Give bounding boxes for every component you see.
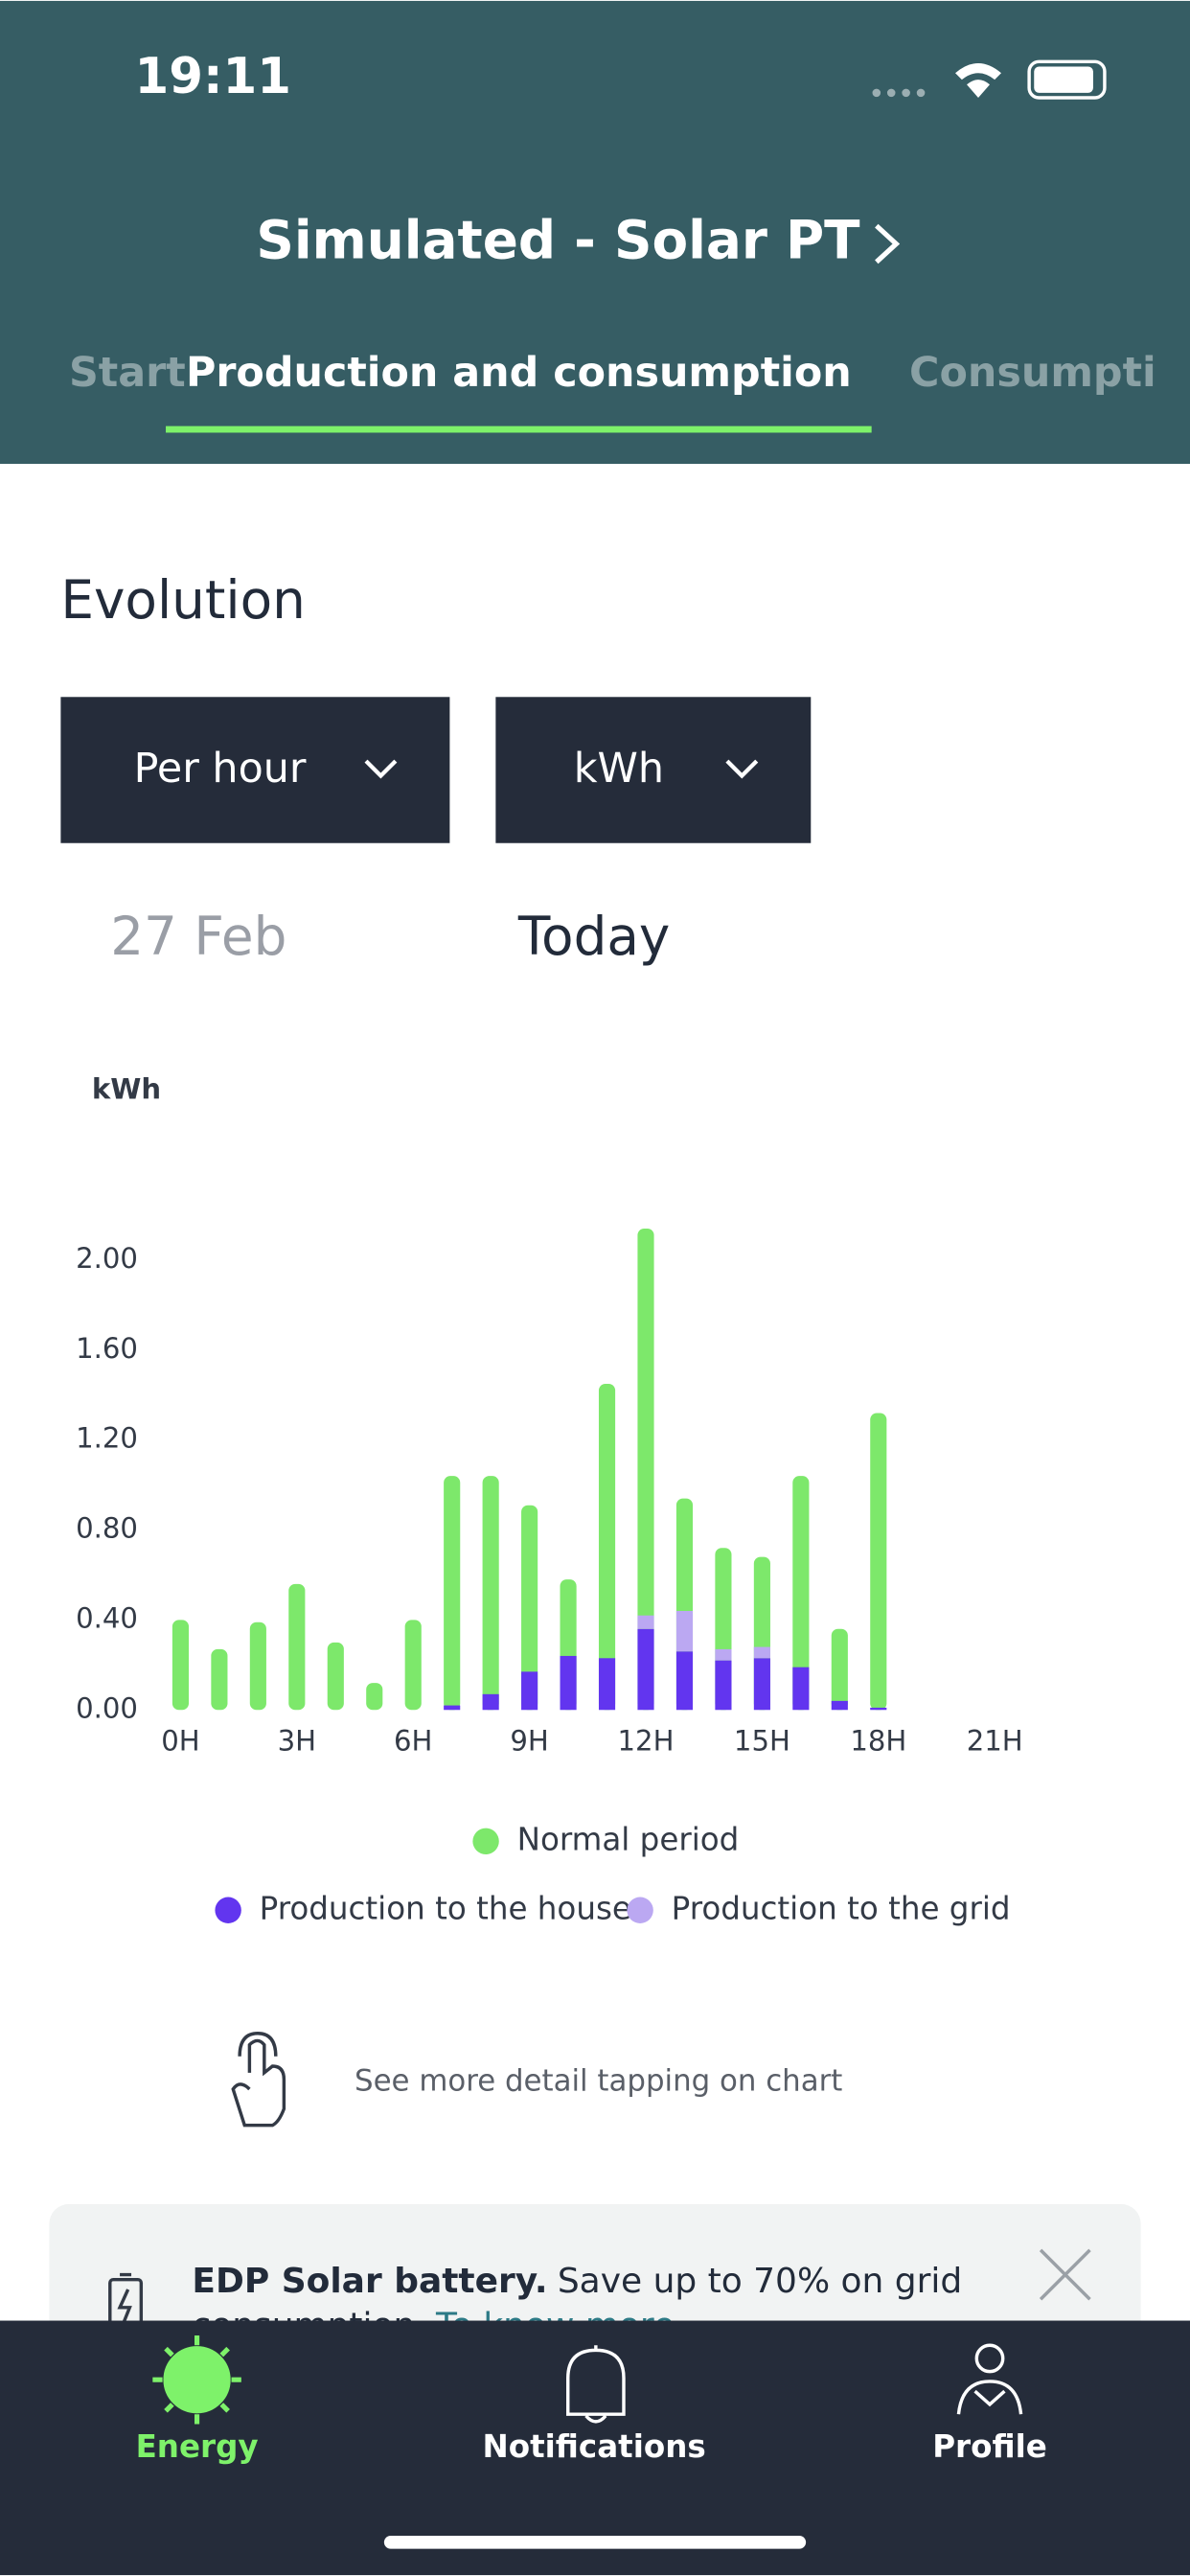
header-chevron[interactable]: [875, 223, 901, 264]
bar: [637, 1229, 654, 1711]
bar: [521, 1505, 538, 1711]
legend-marker: [215, 1897, 241, 1923]
section-title: Evolution: [60, 569, 306, 631]
nav-energy-icon[interactable]: [152, 2334, 241, 2425]
chart[interactable]: 0.00 0.40 0.80 1.20 1.60 2.00 0H 3H 6H 9H 12H 15H 18…: [76, 1229, 1023, 1926]
bar-segment: [598, 1658, 616, 1711]
y-tick-label: 1.60: [76, 1332, 138, 1365]
y-tick-label: 1.20: [76, 1422, 138, 1455]
bar: [792, 1476, 810, 1711]
x-tick-label: 15H: [734, 1725, 790, 1758]
bar: [172, 1620, 190, 1711]
bar-segment: [715, 1660, 732, 1711]
bar: [327, 1642, 344, 1711]
bar-segment: [753, 1646, 770, 1659]
x-tick-label: 9H: [510, 1725, 548, 1758]
bar-segment: [715, 1648, 732, 1661]
nav-profile-icon[interactable]: [956, 2343, 1023, 2415]
bar: [482, 1476, 499, 1711]
y-axis-label: kWh: [92, 1072, 161, 1105]
hint-icon: [231, 2032, 286, 2128]
bar: [444, 1476, 461, 1711]
x-tick-label: 18H: [850, 1725, 906, 1758]
dropdown-label: kWh: [574, 745, 664, 793]
bar: [831, 1628, 848, 1711]
status-icons: [872, 59, 1107, 100]
dropdown-label: Per hour: [134, 745, 307, 793]
bar-segment: [792, 1667, 810, 1711]
x-tick-label: 6H: [394, 1725, 432, 1758]
bar-segment: [831, 1700, 848, 1711]
x-tick-label: 0H: [161, 1725, 199, 1758]
status-time: 19:11: [134, 48, 291, 105]
banner-title: EDP Solar battery.: [192, 2262, 547, 2301]
home-indicator: [383, 2535, 807, 2549]
nav-label[interactable]: Profile: [932, 2428, 1047, 2465]
bar: [366, 1683, 383, 1711]
bar-segment: [675, 1611, 694, 1652]
bar-segment: [482, 1693, 499, 1711]
y-tick-label: 0.00: [76, 1691, 138, 1724]
legend-label: Production to the grid: [672, 1890, 1011, 1926]
banner-text: EDP Solar battery. Save up to 70% on grid: [192, 2262, 962, 2301]
x-tick-label: 3H: [278, 1725, 316, 1758]
bar-segment: [870, 1707, 887, 1711]
date-tab[interactable]: 27 Feb: [110, 906, 286, 967]
bar: [598, 1383, 616, 1711]
legend-label: Production to the house: [260, 1890, 631, 1926]
legend-marker: [472, 1828, 499, 1855]
dropdown-chevron: [364, 759, 398, 779]
banner-close[interactable]: [1039, 2248, 1091, 2301]
bar-segment: [637, 1615, 654, 1629]
bar: [288, 1583, 306, 1711]
legend-label: Normal period: [517, 1821, 740, 1857]
y-tick-label: 0.40: [76, 1601, 138, 1634]
tab[interactable]: Start: [69, 349, 186, 397]
nav-label[interactable]: Energy: [136, 2428, 259, 2465]
y-tick-label: 2.00: [76, 1242, 138, 1275]
nav-notifications-icon[interactable]: [566, 2345, 626, 2424]
bar-segment: [753, 1658, 770, 1711]
date-tab-active[interactable]: Today: [517, 906, 670, 967]
bar: [249, 1622, 266, 1711]
bar-segment: [521, 1671, 538, 1711]
hint-text: See more detail tapping on chart: [355, 2064, 842, 2099]
bar-segment: [444, 1705, 461, 1711]
tab-active[interactable]: Production and consumption: [186, 349, 852, 397]
legend-marker: [627, 1897, 653, 1923]
header-bg: [0, 0, 1190, 465]
x-tick-label: 21H: [967, 1725, 1023, 1758]
bar-segment: [637, 1628, 654, 1711]
bar: [211, 1648, 228, 1711]
header-title: Simulated - Solar PT: [256, 210, 860, 271]
bar: [404, 1620, 422, 1711]
y-tick-label: 0.80: [76, 1512, 138, 1545]
tab-underline: [166, 426, 872, 433]
bar: [870, 1413, 887, 1711]
tab[interactable]: Consumpti: [909, 349, 1156, 397]
nav-label[interactable]: Notifications: [483, 2428, 706, 2465]
dropdown-chevron: [725, 759, 759, 779]
x-tick-label: 12H: [618, 1725, 675, 1758]
dropdown[interactable]: [495, 697, 812, 843]
bar-segment: [675, 1651, 694, 1711]
banner-body: Save up to 70% on grid: [558, 2262, 962, 2301]
bar-segment: [560, 1655, 577, 1711]
